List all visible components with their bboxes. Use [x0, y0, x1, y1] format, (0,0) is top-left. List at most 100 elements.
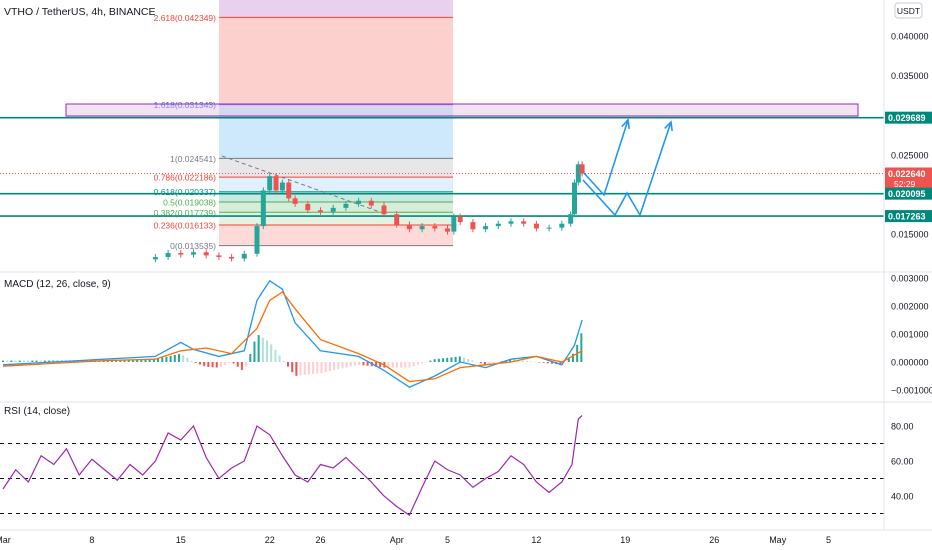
macd-histogram-bar — [299, 362, 302, 376]
price-pane[interactable]: 2.618(0.042349) 1.618(0.031343) 1(0.024541… — [0, 0, 884, 263]
macd-histogram-bar — [14, 360, 17, 362]
macd-histogram-bar — [303, 362, 306, 375]
price-tick-label: 0.025000 — [891, 150, 929, 160]
macd-histogram-bar — [27, 360, 30, 362]
candle-body — [575, 164, 581, 183]
macd-histogram-bar — [178, 353, 181, 362]
signal-line — [2, 291, 583, 383]
macd-histogram-bar — [416, 362, 419, 365]
macd-histogram-bar — [43, 360, 46, 362]
candle-body — [216, 255, 222, 257]
rsi-tick-label: 40.00 — [891, 492, 914, 502]
macd-histogram-bar — [429, 360, 432, 362]
candle-body — [521, 221, 527, 224]
price-tick-label: 0.040000 — [891, 32, 929, 42]
candle-body — [203, 252, 209, 256]
time-tick-label: May — [769, 535, 787, 545]
macd-histogram-bar — [224, 362, 227, 365]
fib-level-label: 0.5(0.019038) — [163, 198, 216, 208]
candle-body — [533, 223, 539, 229]
macd-tick-label: −0.001000 — [891, 386, 932, 396]
macd-histogram-bar — [425, 362, 428, 363]
macd-histogram-bar — [563, 362, 566, 363]
time-tick-label: 5 — [445, 535, 450, 545]
candle-body — [406, 224, 412, 230]
macd-histogram-bar — [492, 362, 495, 364]
candle-body — [495, 223, 501, 227]
price-tick-label: 0.035000 — [891, 71, 929, 81]
fib-level-label: 0.618(0.020337) — [154, 187, 217, 197]
macd-histogram-bar — [131, 359, 134, 362]
fib-zone-1 — [219, 158, 453, 178]
macd-histogram-bar — [286, 362, 289, 367]
macd-histogram-bar — [400, 362, 403, 368]
candle-body — [368, 200, 374, 206]
price-badge — [885, 187, 932, 200]
time-tick-label: 26 — [709, 535, 719, 545]
macd-histogram-bar — [404, 362, 407, 368]
rsi-pane[interactable] — [0, 415, 884, 517]
macd-histogram-bar — [542, 362, 545, 363]
macd-histogram-bar — [295, 362, 298, 376]
macd-histogram-bar — [249, 354, 252, 362]
macd-histogram-bar — [291, 362, 294, 373]
macd-histogram-bar — [194, 362, 197, 363]
macd-histogram-bar — [253, 341, 256, 362]
macd-pane[interactable] — [2, 279, 583, 388]
fib-zone-05 — [219, 202, 453, 213]
candle-body — [559, 223, 565, 228]
fib-level-label: 0.236(0.016133) — [154, 221, 217, 231]
macd-histogram-bar — [551, 362, 554, 364]
fib-zone-0236 — [219, 225, 453, 246]
macd-histogram-bar — [144, 359, 147, 362]
macd-histogram-bar — [546, 362, 549, 364]
price-badge-label: 0.022640 — [888, 169, 926, 179]
macd-tick-label: 0.000000 — [891, 358, 929, 368]
macd-histogram-bar — [337, 362, 340, 370]
candle-body — [254, 226, 260, 254]
candle-body — [508, 221, 514, 224]
price-badge — [885, 167, 932, 190]
macd-tick-label: 0.002000 — [891, 302, 929, 312]
macd-histogram-bar — [161, 357, 164, 362]
time-tick-label: 5 — [826, 535, 831, 545]
macd-histogram-bar — [442, 358, 445, 362]
macd-histogram-bar — [115, 360, 118, 362]
macd-histogram-bar — [10, 360, 13, 362]
macd-histogram-bar — [395, 362, 398, 368]
candle-body — [305, 203, 311, 211]
macd-histogram-bar — [525, 360, 528, 362]
fib-level-label: 0.786(0.022186) — [154, 173, 217, 183]
candle-body — [229, 256, 235, 259]
candle-body — [381, 205, 387, 215]
macd-histogram-bar — [471, 360, 474, 362]
candle-body — [279, 182, 285, 191]
macd-histogram-bar — [446, 357, 449, 362]
candle-body — [191, 252, 196, 255]
time-tick-label: 8 — [89, 535, 94, 545]
macd-histogram-bar — [261, 337, 264, 362]
candle-body — [419, 226, 425, 230]
macd-histogram-bar — [571, 353, 574, 362]
macd-histogram-bar — [190, 360, 193, 362]
currency-button[interactable]: USDT — [894, 2, 923, 19]
candle-body — [260, 190, 266, 227]
macd-histogram-bar — [530, 361, 533, 362]
candle-body — [568, 214, 574, 224]
macd-title: MACD (12, 26, close, 9) — [4, 279, 111, 290]
macd-histogram-bar — [186, 357, 189, 362]
price-tick-label: 0.015000 — [891, 230, 929, 240]
candle-body — [241, 253, 247, 259]
macd-histogram-bar — [437, 358, 440, 362]
currency-label: USDT — [897, 6, 920, 16]
macd-histogram-bar — [198, 362, 201, 365]
macd-histogram-bar — [211, 362, 214, 368]
time-tick-label: 26 — [315, 535, 325, 545]
candle-body — [579, 164, 585, 174]
rsi-line — [2, 415, 583, 517]
macd-histogram-bar — [307, 362, 310, 375]
candle-body — [286, 182, 292, 199]
rsi-tick-label: 60.00 — [891, 457, 914, 467]
